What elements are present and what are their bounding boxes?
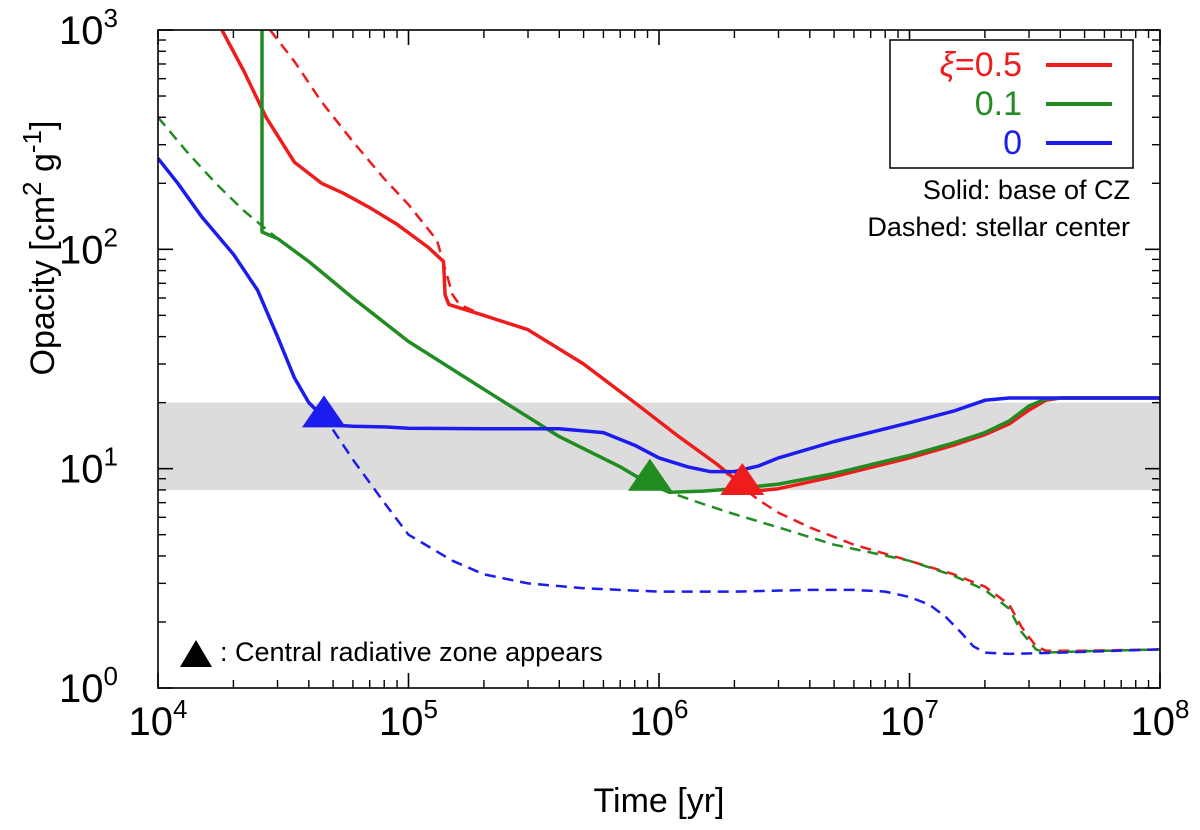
series-layer <box>158 30 1160 656</box>
y-tick-label: 103 <box>59 3 118 53</box>
x-tick-label: 106 <box>630 694 689 744</box>
legend-label: 0 <box>1003 124 1022 162</box>
blue-marker <box>302 395 347 428</box>
y-axis-title-main: Opacity [cm <box>24 196 62 375</box>
y-axis-title-sup2: -1 <box>17 130 47 153</box>
x-tick-label: 107 <box>880 694 939 744</box>
y-tick-label: 100 <box>59 661 118 711</box>
marker-note: : Central radiative zone appears <box>180 637 603 667</box>
series-blue-dashed <box>320 414 1160 656</box>
red-marker <box>720 463 765 496</box>
legend-note-dashed: Dashed: stellar center <box>867 212 1130 242</box>
x-axis-title: Time [yr] <box>594 782 725 820</box>
series-green-dashed <box>158 116 1160 654</box>
y-axis-title-sup1: 2 <box>17 181 47 195</box>
x-tick-label: 108 <box>1131 694 1190 744</box>
y-tick-label: 102 <box>59 222 118 272</box>
y-tick-label: 101 <box>59 442 118 492</box>
axes-layer: 104 105 106 107 108 100 101 102 103 <box>59 3 1189 744</box>
y-axis-title-end: ] <box>24 121 62 130</box>
x-tick-label: 105 <box>379 694 438 744</box>
marker-note-text: : Central radiative zone appears <box>220 637 603 667</box>
series-red-dashed <box>269 30 1160 652</box>
legend: ξ=0.50.10 Solid: base of CZ Dashed: stel… <box>867 39 1134 242</box>
legend-label: 0.1 <box>975 85 1022 123</box>
y-axis-title-mid: g <box>24 153 62 181</box>
series-blue-solid <box>158 157 1160 474</box>
y-axis-title: Opacity [cm2 g-1] <box>17 121 62 376</box>
x-tick-label: 104 <box>129 694 188 744</box>
legend-note-solid: Solid: base of CZ <box>923 175 1130 205</box>
legend-label: ξ=0.5 <box>940 46 1022 84</box>
marker-note-triangle-icon <box>180 640 212 667</box>
green-marker <box>627 458 672 491</box>
marker-layer <box>302 395 765 496</box>
series-green-solid <box>260 30 1160 495</box>
